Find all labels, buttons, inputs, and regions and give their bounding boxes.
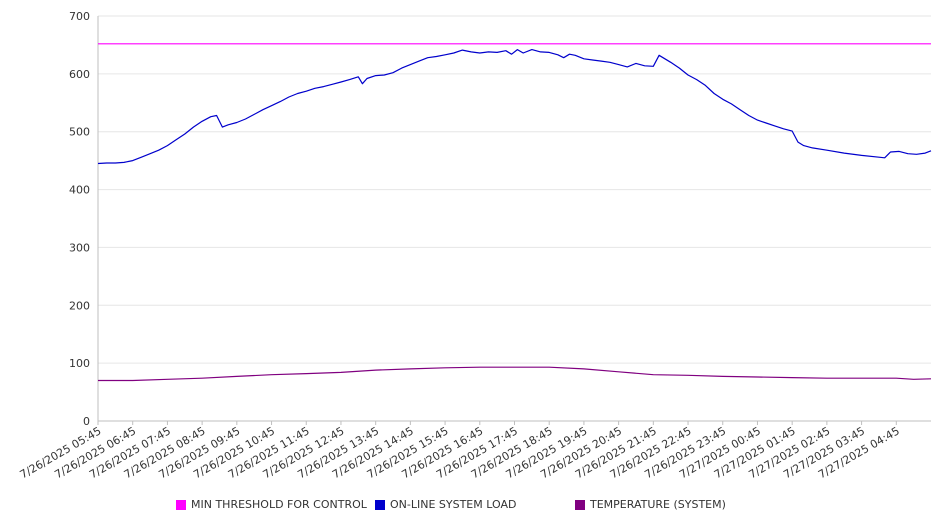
legend-swatch-temperature bbox=[575, 499, 585, 510]
y-tick-label-500: 500 bbox=[69, 126, 90, 139]
chart-legend: MIN THRESHOLD FOR CONTROL ON-LINE SYSTEM… bbox=[0, 498, 946, 514]
legend-label-min-threshold: MIN THRESHOLD FOR CONTROL bbox=[191, 498, 367, 511]
axes bbox=[97, 16, 931, 425]
y-tick-label-400: 400 bbox=[69, 184, 90, 197]
y-tick-label-100: 100 bbox=[69, 357, 90, 370]
legend-label-system-load: ON-LINE SYSTEM LOAD bbox=[390, 498, 517, 511]
y-axis-tick-labels: 0 100 200 300 400 500 600 700 bbox=[69, 10, 90, 428]
legend-item-temperature[interactable]: TEMPERATURE (SYSTEM) bbox=[575, 498, 726, 511]
series-line-temperature bbox=[98, 366, 932, 382]
legend-item-min-threshold[interactable]: MIN THRESHOLD FOR CONTROL bbox=[176, 498, 367, 511]
x-axis-tick-labels: 7/26/2025 05:457/26/2025 06:457/26/2025 … bbox=[18, 424, 902, 481]
y-tick-label-0: 0 bbox=[83, 415, 90, 428]
grid-lines bbox=[98, 15, 931, 364]
series-lines bbox=[97, 43, 932, 382]
y-tick-label-700: 700 bbox=[69, 10, 90, 23]
series-line-system-load bbox=[97, 48, 932, 165]
legend-label-temperature: TEMPERATURE (SYSTEM) bbox=[590, 498, 726, 511]
legend-item-system-load[interactable]: ON-LINE SYSTEM LOAD bbox=[375, 498, 516, 511]
y-tick-label-200: 200 bbox=[69, 299, 90, 312]
legend-swatch-system-load bbox=[375, 499, 385, 510]
y-tick-label-300: 300 bbox=[69, 241, 90, 254]
legend-swatch-min-threshold bbox=[176, 499, 186, 510]
y-tick-label-600: 600 bbox=[69, 68, 90, 81]
